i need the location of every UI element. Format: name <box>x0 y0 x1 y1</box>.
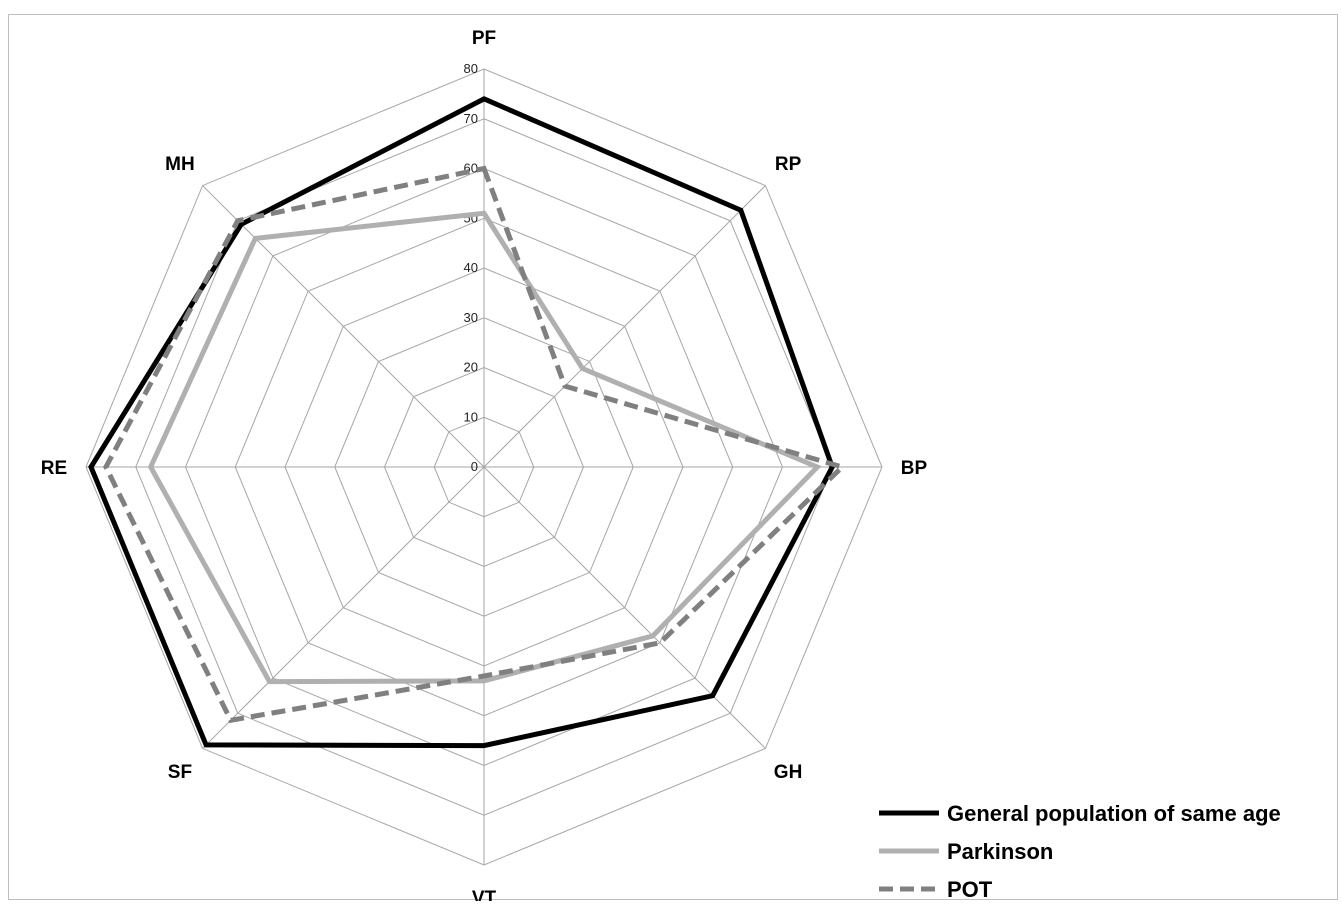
tick-label-20: 20 <box>464 360 478 375</box>
radar-grid <box>85 68 883 866</box>
tick-label-0: 0 <box>471 459 478 474</box>
data-series <box>88 96 848 749</box>
legend-label-2: Parkinson <box>947 839 1053 864</box>
legend: General population of same age Parkinson P… <box>879 801 1281 901</box>
tick-label-10: 10 <box>464 409 478 424</box>
spoke-sf <box>202 466 485 749</box>
spoke-gh <box>483 466 766 749</box>
tick-label-70: 70 <box>464 111 478 126</box>
tick-label-40: 40 <box>464 260 478 275</box>
axis-label-gh: GH <box>774 762 803 783</box>
series-line-3 <box>103 165 848 724</box>
legend-label-1: General population of same age <box>947 801 1281 826</box>
axis-label-re: RE <box>41 458 67 479</box>
axis-label-sf: SF <box>168 762 192 783</box>
chart-frame: 0 10 20 30 40 50 60 70 80 PF RP BP GH VT SF RE MH Gener… <box>8 14 1338 901</box>
legend-label-3: POT <box>947 877 993 901</box>
axis-label-pf: PF <box>472 28 496 49</box>
axis-label-rp: RP <box>775 154 802 175</box>
spoke-mh <box>202 185 485 468</box>
series-line-2 <box>147 210 822 685</box>
tick-label-30: 30 <box>464 310 478 325</box>
axis-label-bp: BP <box>901 458 928 479</box>
axis-labels: PF RP BP GH VT SF RE MH <box>41 28 928 901</box>
series-line-1 <box>88 96 835 749</box>
tick-label-80: 80 <box>464 61 478 76</box>
axis-label-mh: MH <box>165 154 195 175</box>
axis-label-vt: VT <box>472 888 497 901</box>
spoke-rp <box>483 185 766 468</box>
